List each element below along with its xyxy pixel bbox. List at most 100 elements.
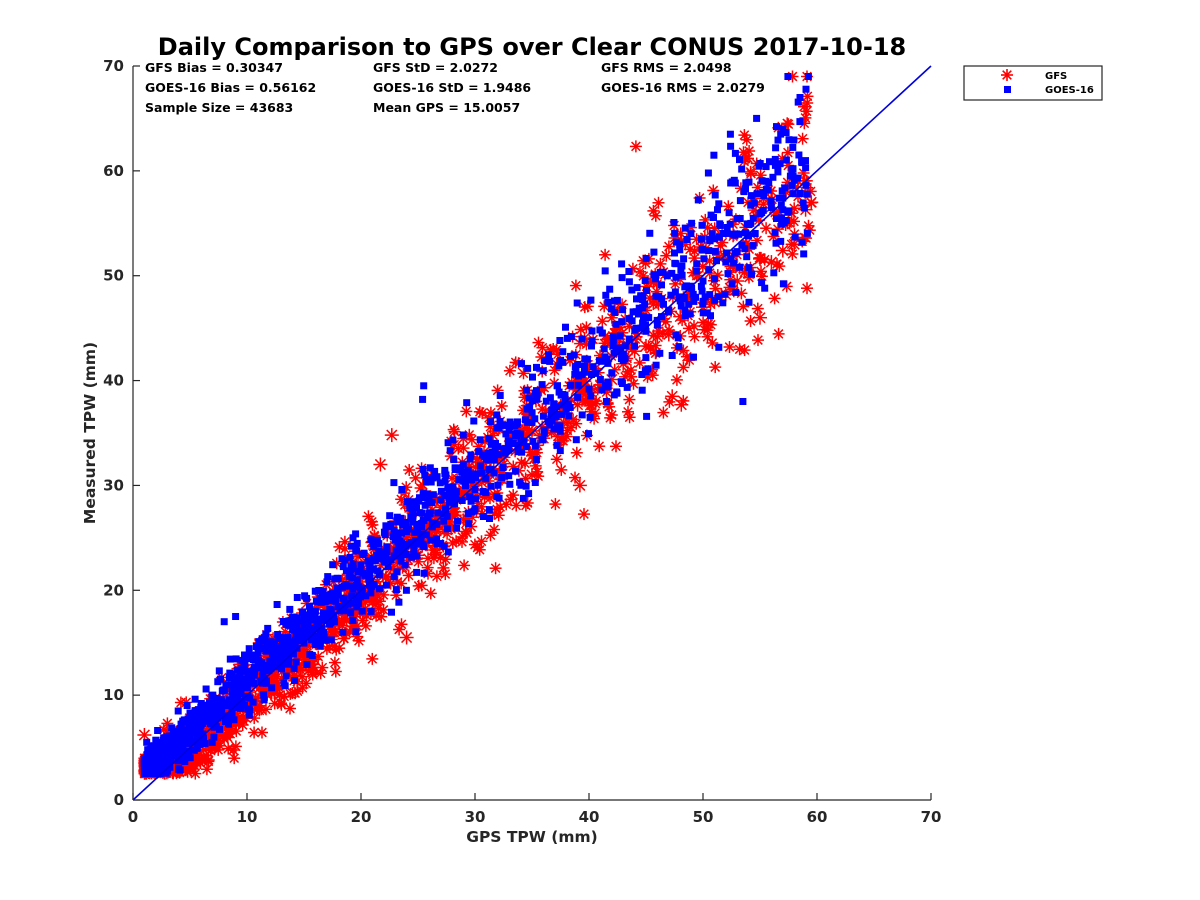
legend-gfs-label: GFS <box>1045 71 1067 82</box>
goes16-point <box>716 221 724 229</box>
goes16-point <box>730 259 738 267</box>
goes16-point <box>511 467 519 475</box>
y-ticks: 0 10 20 30 40 50 60 70 <box>103 57 140 809</box>
goes16-point <box>303 611 311 619</box>
x-tick-label: 20 <box>351 808 372 826</box>
goes16-point <box>224 699 232 707</box>
goes16-point <box>788 181 796 189</box>
goes16-point <box>324 615 332 623</box>
goes16-point <box>533 395 541 403</box>
goes16-point <box>525 490 533 498</box>
goes16-point <box>425 510 433 518</box>
goes16-point <box>246 706 254 714</box>
stat-gfs-bias: GFS Bias = 0.30347 <box>145 60 283 75</box>
goes16-point <box>453 524 461 532</box>
goes16-point <box>455 476 463 484</box>
goes16-point <box>506 418 514 426</box>
goes16-point <box>392 586 400 594</box>
goes16-point <box>286 605 294 613</box>
goes16-point <box>618 318 626 326</box>
goes16-point <box>556 337 564 344</box>
goes16-point <box>459 431 467 439</box>
goes16-point <box>409 498 417 506</box>
goes16-point <box>361 571 369 579</box>
goes16-point <box>714 293 722 301</box>
goes16-point <box>487 482 495 490</box>
goes16-point <box>618 260 626 268</box>
goes16-point <box>184 736 192 744</box>
goes16-point <box>663 272 671 280</box>
goes16-point <box>307 633 315 641</box>
goes16-point <box>404 498 411 506</box>
goes16-point <box>689 290 697 298</box>
gfs-point <box>660 249 673 262</box>
goes16-point <box>452 495 460 503</box>
gfs-point <box>456 535 468 548</box>
goes16-point <box>567 333 575 341</box>
goes16-point <box>611 309 619 316</box>
goes16-point <box>528 409 536 417</box>
gfs-point <box>623 393 636 406</box>
gfs-point <box>399 630 414 645</box>
goes16-point <box>685 300 693 308</box>
gfs-point <box>555 463 568 476</box>
goes16-point <box>522 386 530 394</box>
goes16-point <box>545 351 553 359</box>
goes16-point <box>383 543 391 551</box>
goes16-point <box>571 370 579 378</box>
goes16-point <box>264 624 272 632</box>
goes16-point <box>220 618 228 626</box>
goes16-point <box>321 636 329 644</box>
goes16-point <box>596 326 604 334</box>
goes16-point <box>680 255 688 263</box>
goes16-point <box>429 491 437 499</box>
goes16-point <box>646 229 654 237</box>
goes16-point <box>154 727 162 734</box>
goes16-point <box>226 669 234 677</box>
goes16-point <box>597 357 605 365</box>
y-tick-label: 0 <box>114 791 124 809</box>
goes16-point <box>232 678 240 685</box>
goes16-point <box>563 334 571 342</box>
goes16-point <box>319 589 326 597</box>
goes16-point <box>433 535 441 543</box>
goes16-point <box>347 609 355 617</box>
goes16-point <box>711 191 719 199</box>
goes16-point <box>367 607 375 615</box>
goes16-point <box>531 415 539 423</box>
goes16-point <box>505 472 513 480</box>
goes16-point <box>633 284 641 292</box>
goes16-point <box>175 757 183 765</box>
goes16-point <box>327 597 335 605</box>
goes16-point <box>736 215 744 222</box>
goes16-point <box>790 176 798 184</box>
goes16-point <box>554 422 562 430</box>
gfs-point <box>593 440 606 453</box>
goes16-point <box>802 181 810 189</box>
goes16-point <box>278 665 285 673</box>
goes16-point <box>771 161 779 169</box>
y-tick-label: 20 <box>103 581 124 599</box>
goes16-point <box>574 381 582 389</box>
goes16-point <box>498 474 506 481</box>
gfs-point <box>760 222 773 235</box>
goes16-point <box>501 421 509 429</box>
gfs-point <box>560 430 573 443</box>
goes16-point <box>519 494 527 502</box>
goes16-point <box>238 656 246 664</box>
chart-title: Daily Comparison to GPS over Clear CONUS… <box>158 33 906 61</box>
goes16-point <box>237 690 245 697</box>
goes16-point <box>230 716 238 724</box>
goes16-point <box>502 430 510 438</box>
goes16-point <box>488 440 495 448</box>
goes16-point <box>208 738 216 746</box>
goes16-point <box>724 270 732 278</box>
goes16-point <box>185 747 192 755</box>
goes16-point <box>462 482 469 490</box>
goes16-point <box>397 551 405 559</box>
goes16-point <box>207 700 215 708</box>
goes16-point <box>450 456 458 464</box>
gfs-point <box>495 400 508 412</box>
goes16-point <box>263 662 271 669</box>
goes16-point <box>354 568 362 576</box>
